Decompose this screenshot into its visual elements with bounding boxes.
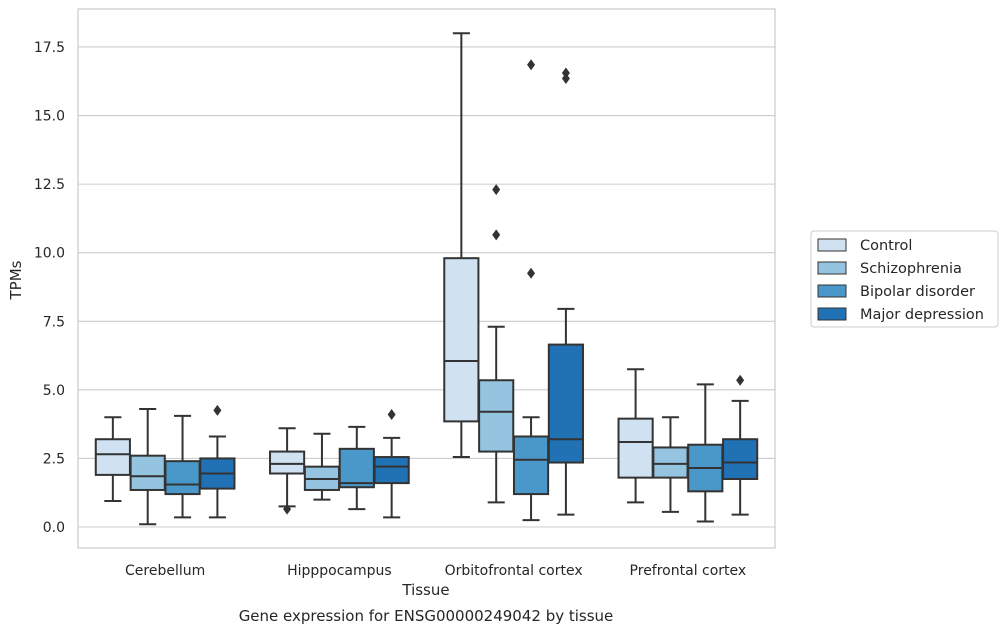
box-body (164, 460, 201, 496)
box-body (269, 450, 306, 475)
outlier-point (527, 59, 536, 71)
box-major-depression (373, 409, 410, 519)
box-bipolar-disorder (338, 425, 375, 511)
outlier-point (213, 404, 222, 416)
box-body (338, 447, 375, 489)
y-tick-label: 10.0 (34, 246, 65, 262)
legend-label: Bipolar disorder (860, 284, 975, 300)
box-body (478, 379, 515, 453)
x-tick-label: Cerebellum (125, 563, 205, 579)
outlier-point (387, 409, 396, 421)
outlier-point (492, 184, 501, 196)
outlier-point (527, 267, 536, 279)
x-axis-label: Tissue (401, 581, 449, 599)
box-bipolar-disorder (164, 414, 201, 519)
x-tick-label: Orbitofrontal cortex (445, 563, 583, 579)
y-tick-label: 5.0 (43, 383, 65, 399)
outlier-point (561, 67, 570, 79)
legend-label: Schizophrenia (860, 261, 962, 277)
legend-swatch (817, 261, 847, 275)
y-tick-label: 7.5 (43, 314, 65, 330)
legend-swatch (817, 307, 847, 321)
x-tick-label: Prefrontal cortex (630, 563, 747, 579)
box-schizophrenia (129, 408, 166, 526)
box-schizophrenia (478, 184, 515, 504)
legend-frame (810, 230, 999, 328)
box-body (617, 417, 654, 479)
y-axis-label: TPMs (7, 260, 25, 300)
box-schizophrenia (652, 416, 689, 513)
box-bipolar-disorder (687, 383, 724, 523)
legend-label: Control (860, 238, 912, 254)
legend-label: Major depression (860, 307, 984, 323)
box-body (512, 435, 550, 496)
box-body (94, 438, 131, 476)
box-control (617, 368, 654, 504)
y-tick-label: 12.5 (34, 177, 65, 193)
box-body (652, 446, 689, 479)
legend-swatch (817, 284, 847, 298)
y-tick-label: 15.0 (34, 109, 65, 125)
chart-title: Gene expression for ENSG00000249042 by t… (239, 607, 614, 625)
outlier-point (283, 503, 292, 515)
box-control (269, 427, 306, 515)
box-schizophrenia (303, 432, 341, 501)
outlier-point (492, 229, 501, 241)
box-major-depression (547, 67, 584, 516)
box-body (373, 456, 410, 485)
box-body (443, 257, 480, 423)
box-control (443, 32, 480, 459)
y-tick-label: 17.5 (34, 40, 65, 56)
y-tick-label: 2.5 (43, 451, 65, 467)
y-tick-label: 0.0 (43, 520, 65, 536)
x-tick-label: Hipppocampus (287, 563, 392, 579)
box-bipolar-disorder (512, 59, 550, 522)
plot-frame (77, 8, 776, 549)
outlier-point (736, 374, 745, 386)
box-body (129, 454, 166, 491)
legend-swatch (817, 238, 847, 252)
box-body (547, 343, 584, 464)
box-major-depression (199, 404, 236, 519)
box-major-depression (722, 374, 759, 516)
box-body (722, 438, 759, 480)
box-control (94, 416, 131, 502)
